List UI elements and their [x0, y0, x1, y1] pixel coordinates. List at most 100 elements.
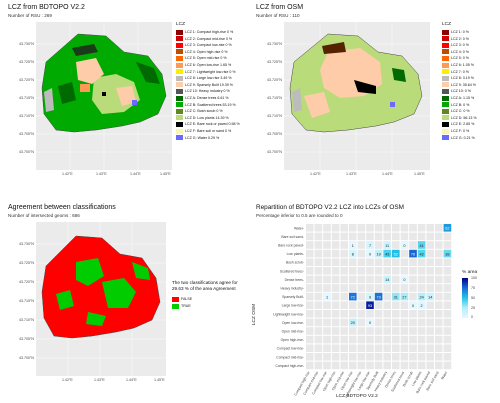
heatmap-empty-cell [426, 275, 434, 284]
heatmap-y-label: Compact mid-rise- [276, 355, 304, 359]
heatmap-empty-cell [323, 318, 331, 327]
heatmap-empty-cell [314, 249, 323, 258]
heatmap-empty-cell [435, 284, 443, 292]
zone-agree [76, 258, 104, 286]
map-bdtopo-lcz [36, 22, 172, 170]
heatmap-empty-cell [435, 310, 443, 318]
legend-swatch [176, 95, 183, 101]
legend-swatch [176, 29, 183, 35]
heatmap-empty-cell [383, 224, 391, 232]
heatmap-cell [349, 292, 357, 301]
heatmap-empty-cell [374, 284, 383, 292]
zone-bare-rock [354, 80, 376, 94]
heatmap-empty-cell [400, 344, 409, 352]
heatmap-empty-cell [366, 224, 374, 232]
panel-lcz-bdtopo: LCZ from BDTOPO V2.2 Number of RSU : 269… [0, 0, 250, 200]
heatmap-empty-cell [331, 361, 340, 370]
heatmap-empty-cell [323, 327, 331, 335]
heatmap-empty-cell [435, 318, 443, 327]
zone-dense-trees [392, 68, 406, 82]
legend-item: LCZ 2: Compact mid-rise 0 % [176, 36, 232, 42]
heatmap-empty-cell [426, 284, 434, 292]
legend-item: LCZ A: 1.15 % [442, 95, 474, 101]
heatmap-empty-cell [392, 232, 400, 241]
panel-title: Repartition of BDTOPO V2.2 LCZ into LCZs… [256, 204, 404, 211]
heatmap-empty-cell [314, 258, 323, 266]
heatmap-empty-cell [409, 232, 417, 241]
legend-swatch [442, 55, 449, 61]
heatmap-cell-label: 43 [385, 252, 389, 256]
heatmap-empty-cell [357, 327, 366, 335]
legend-label: LCZ 2: 0 % [451, 36, 469, 41]
heatmap-cell [366, 318, 374, 327]
legend-swatch [442, 128, 449, 134]
heatmap-empty-cell [426, 310, 434, 318]
legend-swatch [176, 49, 183, 55]
heatmap-empty-cell [314, 224, 323, 232]
heatmap-empty-cell [331, 335, 340, 344]
heatmap-y-label: Compact high-rise- [275, 364, 304, 368]
heatmap-empty-cell [426, 249, 434, 258]
heatmap-cell-label: 41 [419, 244, 423, 248]
legend-swatch [172, 303, 179, 309]
heatmap-empty-cell [340, 258, 348, 266]
heatmap-empty-cell [400, 267, 409, 275]
map-osm-lcz [284, 22, 430, 170]
heatmap-empty-cell [426, 318, 434, 327]
legend-swatch [442, 121, 449, 127]
heatmap-empty-cell [400, 361, 409, 370]
zone-water [132, 100, 137, 105]
legend-label: LCZ 9: Sparsely Built 19.39 % [185, 82, 233, 87]
heatmap-empty-cell [409, 241, 417, 249]
heatmap-empty-cell [426, 353, 434, 361]
heatmap-empty-cell [443, 301, 452, 309]
heatmap-cell [366, 241, 374, 249]
heatmap-cell [383, 249, 391, 258]
zone-large-lowrise [292, 88, 302, 112]
heatmap-y-label: Scattered trees- [280, 269, 304, 273]
heatmap-empty-cell [306, 292, 314, 301]
legend-swatch [176, 75, 183, 81]
heatmap-empty-cell [323, 353, 331, 361]
y-tick: 43.715°N [18, 96, 34, 100]
legend-swatch [442, 115, 449, 121]
heatmap-empty-cell [314, 292, 323, 301]
legend-swatch [176, 62, 183, 68]
map-area[interactable] [284, 22, 430, 170]
heatmap-empty-cell [443, 267, 452, 275]
heatmap-empty-cell [323, 241, 331, 249]
y-tick: 43.715°N [266, 96, 282, 100]
legend-item: LCZ 10: 0 % [442, 88, 471, 94]
heatmap-empty-cell [357, 353, 366, 361]
legend-label: LCZ 2: Compact mid-rise 0 % [185, 36, 233, 41]
map-area[interactable] [36, 22, 172, 170]
heatmap-empty-cell [340, 224, 348, 232]
zone-agree-4 [132, 262, 150, 280]
map-area[interactable] [36, 222, 166, 376]
x-tick: 1.42°E [62, 172, 73, 176]
legend-label: LCZ 4: Open high-rise 0 % [185, 49, 228, 54]
heatmap-empty-cell [383, 267, 391, 275]
heatmap-empty-cell [349, 344, 357, 352]
zone-dense-trees [136, 62, 160, 84]
heatmap-empty-cell [409, 361, 417, 370]
heatmap-cell-label: 0 [369, 252, 371, 256]
legend-swatch [442, 95, 449, 101]
heatmap-empty-cell [374, 241, 383, 249]
heatmap-empty-cell [435, 241, 443, 249]
heatmap-cell [400, 241, 409, 249]
heatmap-empty-cell [383, 344, 391, 352]
heatmap-empty-cell [314, 361, 323, 370]
heatmap-empty-cell [426, 232, 434, 241]
heatmap-empty-cell [349, 258, 357, 266]
heatmap-empty-cell [417, 353, 426, 361]
x-tick: 1.43°E [96, 172, 107, 176]
heatmap-empty-cell [435, 353, 443, 361]
heatmap-cell-label: 27 [402, 295, 406, 299]
heatmap-empty-cell [443, 258, 452, 266]
heatmap-empty-cell [340, 361, 348, 370]
heatmap-empty-cell [366, 335, 374, 344]
heatmap-cell-label: 20 [351, 321, 355, 325]
heatmap-cell-label: 9 [369, 295, 371, 299]
x-tick: 1.45°E [160, 172, 171, 176]
